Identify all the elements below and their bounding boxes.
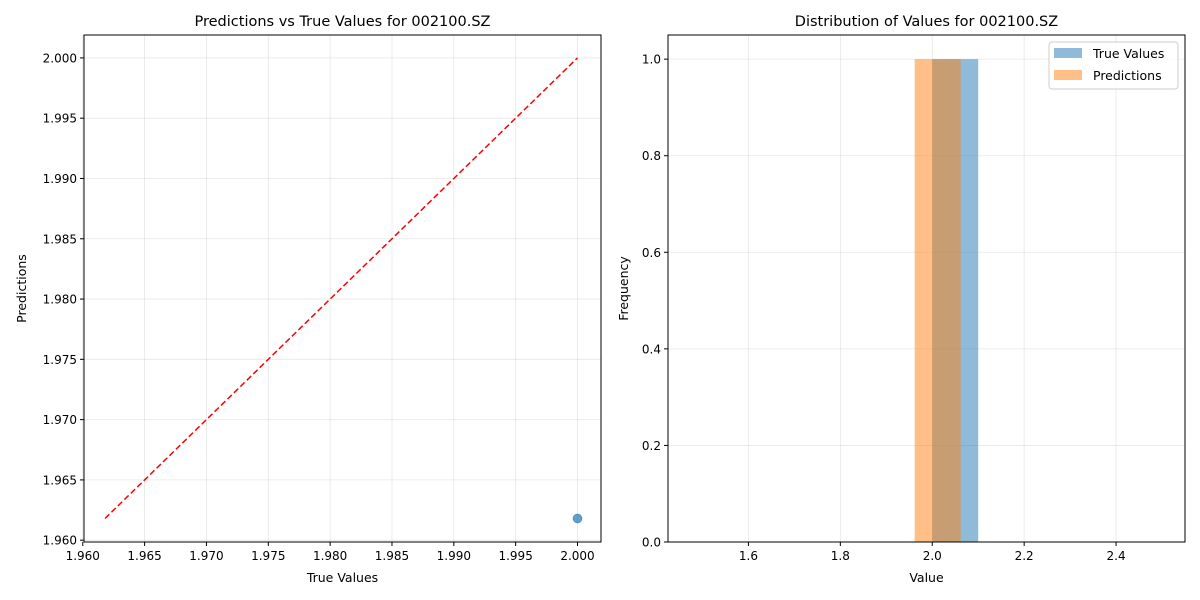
- histogram-panel: 1.6 1.8 2.0 2.2 2.4 0.0 0.2 0.4 0.6 0.8 1.0 Distr…: [616, 14, 1186, 585]
- histogram-plot-frame: [667, 34, 1186, 543]
- histogram-bar-predictions: [914, 59, 961, 543]
- scatter-y-tick-label: 1.995: [43, 112, 77, 126]
- histogram-y-tick-label: 0.0: [642, 536, 661, 550]
- scatter-title: Predictions vs True Values for 002100.SZ: [195, 14, 491, 30]
- histogram-x-axis-label: Value: [909, 570, 944, 585]
- scatter-y-tick-label: 1.990: [43, 172, 77, 186]
- histogram-x-tick-label: 1.8: [831, 549, 850, 563]
- legend-swatch-true-values: [1054, 48, 1082, 58]
- scatter-x-tick-label: 2.000: [560, 549, 594, 563]
- scatter-panel: 1.960 1.965 1.970 1.975 1.980 1.985 1.990 1.995…: [14, 14, 602, 585]
- scatter-x-tick-label: 1.970: [189, 549, 223, 563]
- scatter-x-tick-label: 1.985: [375, 549, 409, 563]
- histogram-y-tick-label: 0.4: [642, 342, 661, 356]
- scatter-y-tick-label: 1.965: [43, 473, 77, 487]
- legend: True Values Predictions: [1048, 41, 1179, 90]
- histogram-y-tick-label: 0.8: [642, 149, 661, 163]
- histogram-x-tick-label: 2.0: [923, 549, 942, 563]
- scatter-y-axis-label: Predictions: [14, 254, 29, 323]
- scatter-y-tick-label: 2.000: [43, 51, 77, 65]
- scatter-plot-frame: [83, 34, 602, 543]
- histogram-x-tick-label: 1.6: [739, 549, 758, 563]
- reference-line: [104, 57, 579, 520]
- histogram-y-tick-label: 0.6: [642, 246, 661, 260]
- legend-swatch-predictions: [1054, 70, 1082, 80]
- scatter-x-tick-label: 1.960: [66, 549, 100, 563]
- scatter-point: [572, 513, 583, 524]
- scatter-x-tick-label: 1.990: [437, 549, 471, 563]
- histogram-title: Distribution of Values for 002100.SZ: [795, 14, 1058, 30]
- legend-label-predictions: Predictions: [1093, 68, 1162, 83]
- scatter-y-tick-label: 1.980: [43, 293, 77, 307]
- histogram-x-tick-label: 2.2: [1015, 549, 1034, 563]
- legend-label-true-values: True Values: [1092, 46, 1164, 61]
- scatter-y-tick-label: 1.975: [43, 353, 77, 367]
- scatter-y-tick-label: 1.960: [43, 534, 77, 548]
- histogram-y-axis-label: Frequency: [616, 256, 631, 321]
- histogram-y-tick-label: 0.2: [642, 439, 661, 453]
- histogram-x-tick-label: 2.4: [1107, 549, 1126, 563]
- scatter-x-tick-label: 1.980: [313, 549, 347, 563]
- histogram-y-tick-label: 1.0: [642, 53, 661, 67]
- scatter-y-tick-label: 1.985: [43, 232, 77, 246]
- scatter-y-tick-label: 1.970: [43, 413, 77, 427]
- scatter-x-tick-label: 1.975: [251, 549, 285, 563]
- scatter-x-tick-label: 1.965: [127, 549, 161, 563]
- scatter-x-axis-label: True Values: [306, 570, 378, 585]
- scatter-x-tick-label: 1.995: [498, 549, 532, 563]
